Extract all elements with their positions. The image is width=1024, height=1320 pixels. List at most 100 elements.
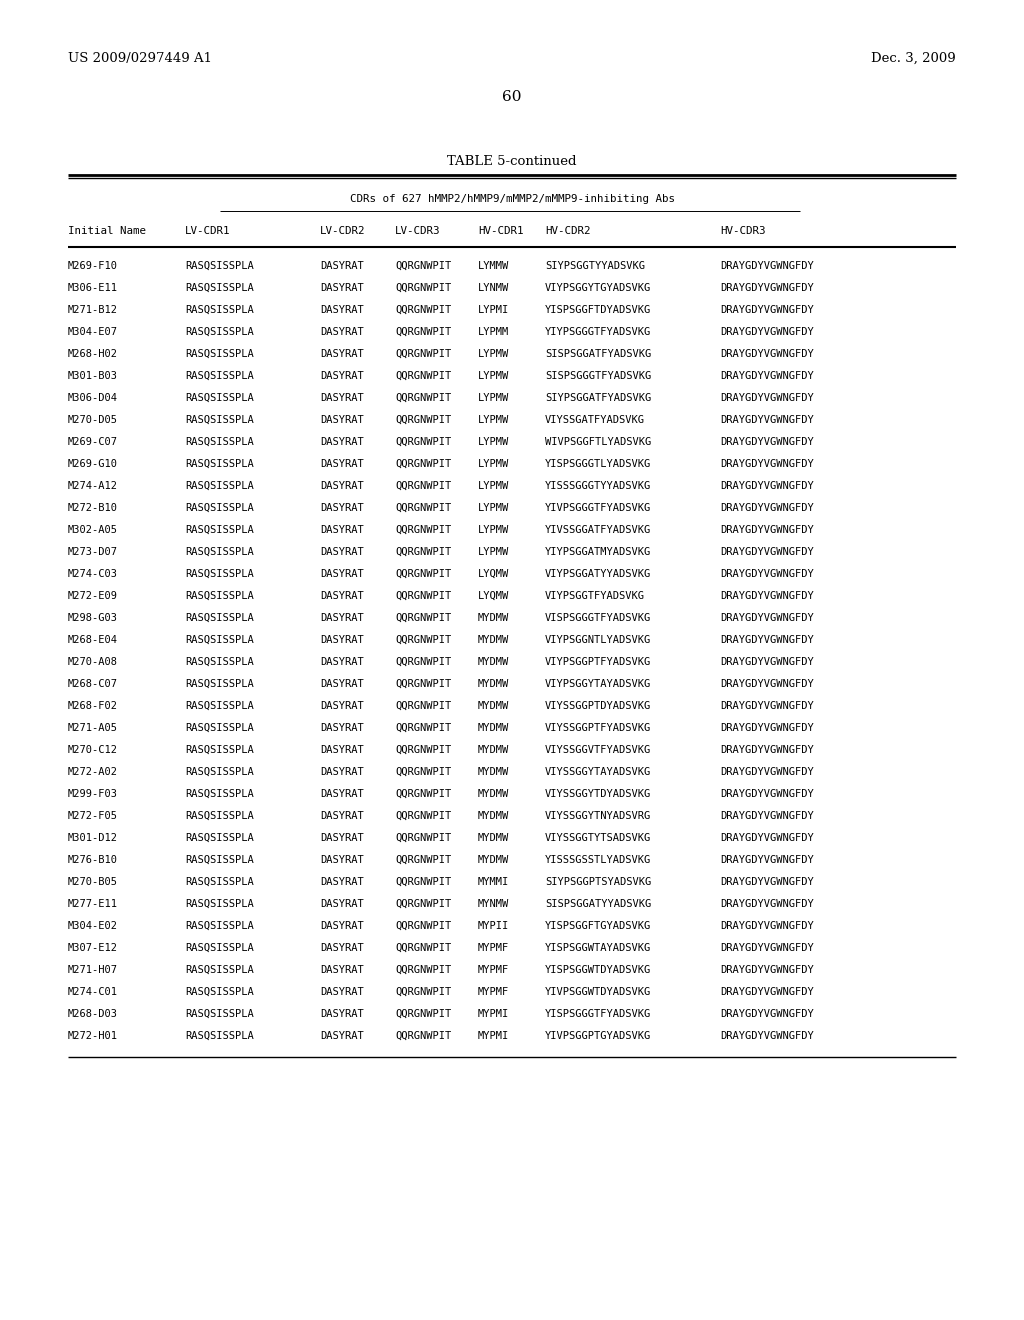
Text: DASYRAT: DASYRAT <box>319 1031 364 1041</box>
Text: M269-G10: M269-G10 <box>68 459 118 469</box>
Text: RASQSISSPLA: RASQSISSPLA <box>185 635 254 645</box>
Text: YISPSGGFTDYADSVKG: YISPSGGFTDYADSVKG <box>545 305 651 315</box>
Text: SISPSGGGTFYADSVKG: SISPSGGGTFYADSVKG <box>545 371 651 381</box>
Text: QQRGNWPIT: QQRGNWPIT <box>395 921 452 931</box>
Text: LYPMW: LYPMW <box>478 414 509 425</box>
Text: 60: 60 <box>502 90 522 104</box>
Text: RASQSISSPLA: RASQSISSPLA <box>185 921 254 931</box>
Text: M268-D03: M268-D03 <box>68 1008 118 1019</box>
Text: LYPMW: LYPMW <box>478 393 509 403</box>
Text: QQRGNWPIT: QQRGNWPIT <box>395 480 452 491</box>
Text: YIYPSGGATMYADSVKG: YIYPSGGATMYADSVKG <box>545 546 651 557</box>
Text: M304-E02: M304-E02 <box>68 921 118 931</box>
Text: M276-B10: M276-B10 <box>68 855 118 865</box>
Text: DRAYGDYVGWNGFDY: DRAYGDYVGWNGFDY <box>720 899 814 909</box>
Text: M271-H07: M271-H07 <box>68 965 118 975</box>
Text: QQRGNWPIT: QQRGNWPIT <box>395 855 452 865</box>
Text: QQRGNWPIT: QQRGNWPIT <box>395 1008 452 1019</box>
Text: DRAYGDYVGWNGFDY: DRAYGDYVGWNGFDY <box>720 723 814 733</box>
Text: DASYRAT: DASYRAT <box>319 348 364 359</box>
Text: YISPSGGWTDYADSVKG: YISPSGGWTDYADSVKG <box>545 965 651 975</box>
Text: QQRGNWPIT: QQRGNWPIT <box>395 525 452 535</box>
Text: RASQSISSPLA: RASQSISSPLA <box>185 546 254 557</box>
Text: RASQSISSPLA: RASQSISSPLA <box>185 942 254 953</box>
Text: M302-A05: M302-A05 <box>68 525 118 535</box>
Text: LYNMW: LYNMW <box>478 282 509 293</box>
Text: M272-F05: M272-F05 <box>68 810 118 821</box>
Text: DRAYGDYVGWNGFDY: DRAYGDYVGWNGFDY <box>720 591 814 601</box>
Text: DASYRAT: DASYRAT <box>319 414 364 425</box>
Text: RASQSISSPLA: RASQSISSPLA <box>185 987 254 997</box>
Text: M304-E07: M304-E07 <box>68 327 118 337</box>
Text: MYDMW: MYDMW <box>478 833 509 843</box>
Text: QQRGNWPIT: QQRGNWPIT <box>395 701 452 711</box>
Text: HV-CDR3: HV-CDR3 <box>720 226 766 236</box>
Text: DRAYGDYVGWNGFDY: DRAYGDYVGWNGFDY <box>720 348 814 359</box>
Text: M271-A05: M271-A05 <box>68 723 118 733</box>
Text: RASQSISSPLA: RASQSISSPLA <box>185 393 254 403</box>
Text: DASYRAT: DASYRAT <box>319 701 364 711</box>
Text: DASYRAT: DASYRAT <box>319 899 364 909</box>
Text: LYPMW: LYPMW <box>478 525 509 535</box>
Text: DRAYGDYVGWNGFDY: DRAYGDYVGWNGFDY <box>720 459 814 469</box>
Text: DASYRAT: DASYRAT <box>319 833 364 843</box>
Text: RASQSISSPLA: RASQSISSPLA <box>185 371 254 381</box>
Text: QQRGNWPIT: QQRGNWPIT <box>395 612 452 623</box>
Text: RASQSISSPLA: RASQSISSPLA <box>185 348 254 359</box>
Text: DRAYGDYVGWNGFDY: DRAYGDYVGWNGFDY <box>720 414 814 425</box>
Text: YIVSSGGATFYADSVKG: YIVSSGGATFYADSVKG <box>545 525 651 535</box>
Text: RASQSISSPLA: RASQSISSPLA <box>185 899 254 909</box>
Text: DASYRAT: DASYRAT <box>319 657 364 667</box>
Text: DASYRAT: DASYRAT <box>319 480 364 491</box>
Text: MYNMW: MYNMW <box>478 899 509 909</box>
Text: DRAYGDYVGWNGFDY: DRAYGDYVGWNGFDY <box>720 744 814 755</box>
Text: MYDMW: MYDMW <box>478 657 509 667</box>
Text: LYPMW: LYPMW <box>478 503 509 513</box>
Text: RASQSISSPLA: RASQSISSPLA <box>185 965 254 975</box>
Text: MYPMF: MYPMF <box>478 965 509 975</box>
Text: DASYRAT: DASYRAT <box>319 437 364 447</box>
Text: M301-B03: M301-B03 <box>68 371 118 381</box>
Text: DASYRAT: DASYRAT <box>319 591 364 601</box>
Text: DASYRAT: DASYRAT <box>319 546 364 557</box>
Text: VIYSSGGTYTSADSVKG: VIYSSGGTYTSADSVKG <box>545 833 651 843</box>
Text: DRAYGDYVGWNGFDY: DRAYGDYVGWNGFDY <box>720 546 814 557</box>
Text: QQRGNWPIT: QQRGNWPIT <box>395 261 452 271</box>
Text: WIVPSGGFTLYADSVKG: WIVPSGGFTLYADSVKG <box>545 437 651 447</box>
Text: VIYSSGGYTAYADSVKG: VIYSSGGYTAYADSVKG <box>545 767 651 777</box>
Text: VIYSSGGPTDYADSVKG: VIYSSGGPTDYADSVKG <box>545 701 651 711</box>
Text: DASYRAT: DASYRAT <box>319 327 364 337</box>
Text: QQRGNWPIT: QQRGNWPIT <box>395 833 452 843</box>
Text: QQRGNWPIT: QQRGNWPIT <box>395 789 452 799</box>
Text: QQRGNWPIT: QQRGNWPIT <box>395 1031 452 1041</box>
Text: DRAYGDYVGWNGFDY: DRAYGDYVGWNGFDY <box>720 810 814 821</box>
Text: QQRGNWPIT: QQRGNWPIT <box>395 876 452 887</box>
Text: RASQSISSPLA: RASQSISSPLA <box>185 810 254 821</box>
Text: LYPMW: LYPMW <box>478 348 509 359</box>
Text: YISSSGGGTYYADSVKG: YISSSGGGTYYADSVKG <box>545 480 651 491</box>
Text: M273-D07: M273-D07 <box>68 546 118 557</box>
Text: LV-CDR1: LV-CDR1 <box>185 226 230 236</box>
Text: YISSSGSSTLYADSVKG: YISSSGSSTLYADSVKG <box>545 855 651 865</box>
Text: M269-F10: M269-F10 <box>68 261 118 271</box>
Text: MYDMW: MYDMW <box>478 767 509 777</box>
Text: MYPMI: MYPMI <box>478 1008 509 1019</box>
Text: Initial Name: Initial Name <box>68 226 146 236</box>
Text: QQRGNWPIT: QQRGNWPIT <box>395 899 452 909</box>
Text: RASQSISSPLA: RASQSISSPLA <box>185 414 254 425</box>
Text: DRAYGDYVGWNGFDY: DRAYGDYVGWNGFDY <box>720 987 814 997</box>
Text: LYMMW: LYMMW <box>478 261 509 271</box>
Text: YISPSGGGTLYADSVKG: YISPSGGGTLYADSVKG <box>545 459 651 469</box>
Text: VIYSSGGYTDYADSVKG: VIYSSGGYTDYADSVKG <box>545 789 651 799</box>
Text: YIYPSGGGTFYADSVKG: YIYPSGGGTFYADSVKG <box>545 327 651 337</box>
Text: YIVPSGGWTDYADSVKG: YIVPSGGWTDYADSVKG <box>545 987 651 997</box>
Text: SIYPSGGTYYADSVKG: SIYPSGGTYYADSVKG <box>545 261 645 271</box>
Text: M272-A02: M272-A02 <box>68 767 118 777</box>
Text: SIYPSGGATFYADSVKG: SIYPSGGATFYADSVKG <box>545 393 651 403</box>
Text: RASQSISSPLA: RASQSISSPLA <box>185 503 254 513</box>
Text: VIYPSGGTFYADSVKG: VIYPSGGTFYADSVKG <box>545 591 645 601</box>
Text: QQRGNWPIT: QQRGNWPIT <box>395 437 452 447</box>
Text: DASYRAT: DASYRAT <box>319 767 364 777</box>
Text: MYDMW: MYDMW <box>478 810 509 821</box>
Text: DASYRAT: DASYRAT <box>319 282 364 293</box>
